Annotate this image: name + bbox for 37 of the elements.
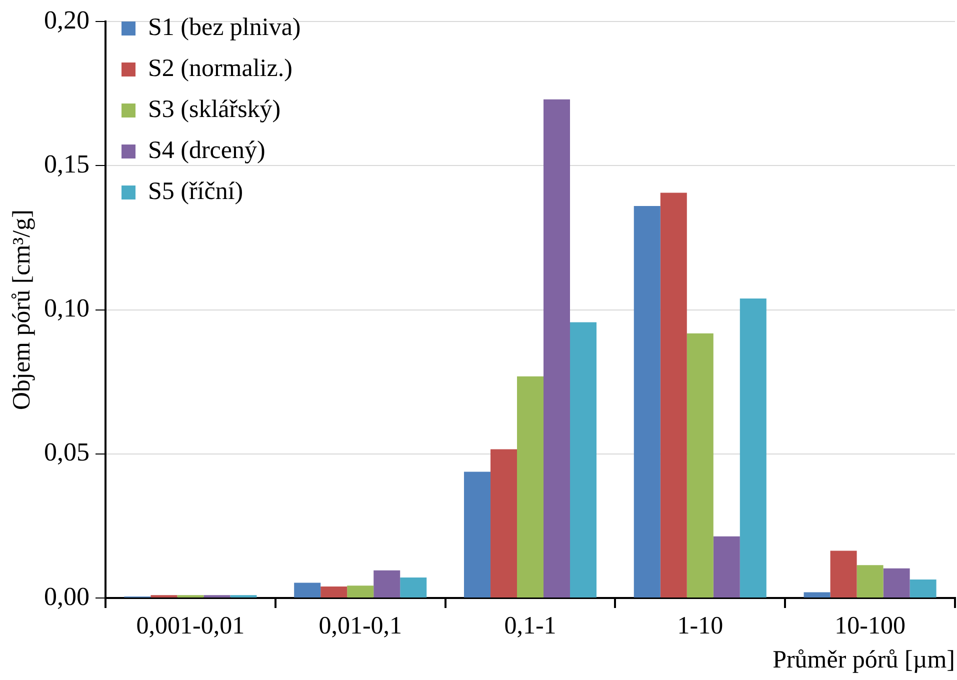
bar: [740, 298, 766, 598]
bar: [634, 206, 660, 598]
y-tick-label: 0,00: [44, 582, 90, 611]
x-tick-label: 10-100: [834, 612, 906, 640]
bar: [490, 449, 517, 598]
bar: [374, 570, 400, 598]
legend-label: S1 (bez plniva): [148, 14, 301, 42]
x-tick-label: 0,1-1: [504, 612, 556, 640]
y-axis-title: Objem pórů [cm³/g]: [8, 210, 36, 410]
bar: [883, 568, 910, 598]
legend-label: S4 (drcený): [148, 137, 266, 164]
x-tick-label: 0,001-0,01: [136, 612, 245, 640]
bar: [570, 322, 597, 598]
bar: [517, 376, 544, 598]
y-tick-label: 0,20: [44, 5, 90, 34]
bar: [686, 333, 714, 598]
bar: [713, 536, 740, 598]
x-axis-title: Průměr pórů [µm]: [772, 646, 955, 674]
bar: [910, 580, 936, 598]
bar: [347, 586, 374, 598]
legend-label: S3 (sklářský): [148, 96, 281, 124]
bar: [320, 586, 348, 598]
bar: [544, 99, 570, 598]
bar: [294, 582, 321, 598]
legend-label: S2 (normaliz.): [148, 55, 292, 82]
bar: [464, 472, 490, 598]
bar: [804, 592, 830, 598]
bar: [830, 550, 857, 598]
bar: [856, 565, 884, 598]
x-tick-label: 1-10: [677, 612, 724, 640]
y-tick-label: 0,05: [44, 438, 90, 467]
legend-label: S5 (říční): [148, 178, 244, 206]
y-tick-label: 0,10: [44, 294, 90, 323]
bar: [400, 578, 427, 598]
x-tick-label: 0,01-0,1: [318, 612, 402, 640]
y-tick-label: 0,15: [44, 150, 90, 179]
bar: [660, 192, 687, 598]
